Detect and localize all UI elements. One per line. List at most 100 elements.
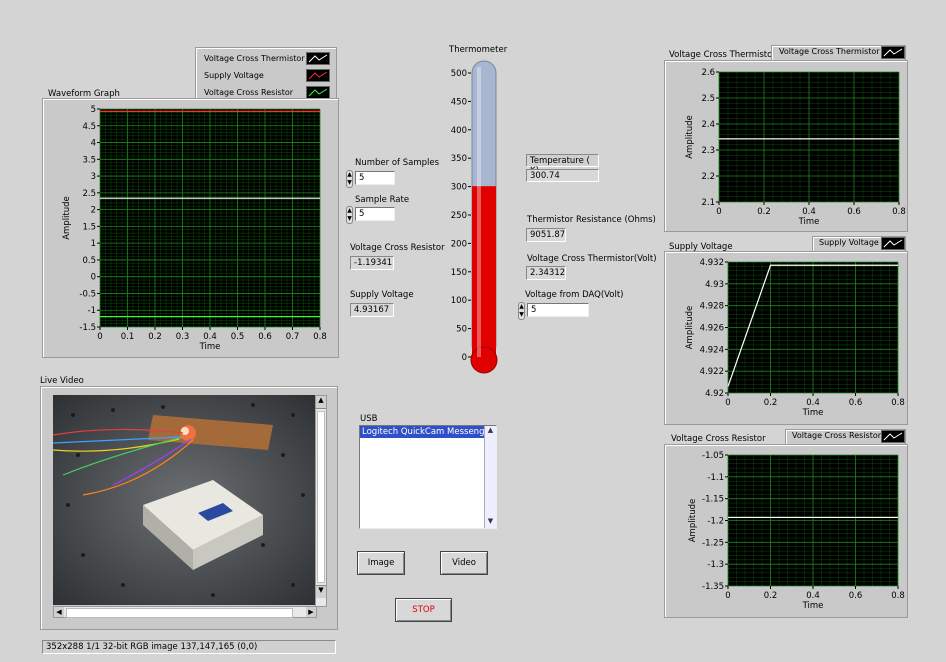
thermo-tick-label: 250 xyxy=(451,211,467,221)
x-tick-label: 0.8 xyxy=(891,398,905,408)
graph1-legend: Voltage Cross Thermistor xyxy=(771,45,906,61)
res-label: Thermistor Resistance (Ohms) xyxy=(527,215,656,225)
waveform-legend: Voltage Cross Thermistor Supply Voltage … xyxy=(195,47,337,104)
thermo-tick-label: 450 xyxy=(451,97,467,107)
usb-listbox[interactable]: Logitech QuickCam Messenger ▲ ▼ xyxy=(359,425,497,529)
res-indicator: 9051.87 xyxy=(526,228,566,242)
video-hscroll-thumb[interactable] xyxy=(66,608,293,618)
legend-swatch-thermistor[interactable] xyxy=(306,52,330,65)
x-tick-label: 0.6 xyxy=(849,398,863,408)
waveform-graph: 0 0.1 0.2 0.3 0.4 0.5 0.6 0.7 0.8 5 4.5 4 3.5 3 2.5 2 1.… xyxy=(42,98,339,358)
graph2-legend-swatch[interactable] xyxy=(881,237,905,250)
y-tick-label: -1.5 xyxy=(79,323,96,333)
thermo-bulb xyxy=(470,346,498,374)
y-axis-label: Amplitude xyxy=(62,196,72,240)
series-line xyxy=(727,264,898,387)
y-tick-label: 0.5 xyxy=(82,256,96,266)
rate-spinner[interactable]: ▲ ▼ xyxy=(346,206,353,224)
x-tick-label: 0.5 xyxy=(231,332,245,342)
graph3-legend-swatch[interactable] xyxy=(881,430,905,443)
usb-label: USB xyxy=(360,414,378,424)
y-tick-label: -1 xyxy=(88,306,96,316)
x-tick-label: 0.2 xyxy=(148,332,162,342)
image-button[interactable]: Image xyxy=(357,551,405,575)
x-tick-label: 0.3 xyxy=(176,332,190,342)
graph3-title: Voltage Cross Resistor xyxy=(671,434,766,444)
graph2-legend-label: Supply Voltage xyxy=(819,238,879,247)
y-tick-label: -0.5 xyxy=(79,289,96,299)
minor-grid xyxy=(100,109,320,327)
temp-indicator: 300.74 xyxy=(526,169,599,182)
vdaq-spinner[interactable]: ▲ ▼ xyxy=(518,302,525,320)
graph3: 0 0.2 0.4 0.6 0.8 -1.05 -1.1 -1.15 -1.2 -1.25 -1.3… xyxy=(664,444,908,618)
x-tick-label: 0 xyxy=(725,591,730,601)
supply-indicator: 4.93167 xyxy=(350,303,394,317)
video-image xyxy=(53,395,315,605)
thermo-tick-label: 100 xyxy=(451,296,467,306)
y-tick-label: 2.1 xyxy=(701,198,715,208)
y-tick-label: -1.3 xyxy=(707,560,724,570)
graph3-legend: Voltage Cross Resistor xyxy=(785,429,906,445)
y-tick-label: 4.924 xyxy=(700,345,724,355)
samples-spinner[interactable]: ▲ ▼ xyxy=(346,170,353,188)
y-tick-label: 2.3 xyxy=(701,146,715,156)
y-tick-label: 2.6 xyxy=(701,68,715,78)
thermo-tick-label: 200 xyxy=(451,239,467,249)
rate-label: Sample Rate xyxy=(355,195,410,205)
supply-label: Supply Voltage xyxy=(350,290,414,300)
thermo-tick-label: 300 xyxy=(451,183,467,193)
y-tick-label: 3.5 xyxy=(82,155,96,165)
x-tick-label: 0.6 xyxy=(847,207,861,217)
y-tick-label: 2.5 xyxy=(82,189,96,199)
y-tick-label: 4.93 xyxy=(705,280,724,290)
x-tick-label: 0.6 xyxy=(849,591,863,601)
video-hscrollbar[interactable]: ◀ ▶ xyxy=(53,606,317,618)
rate-input[interactable]: 5 xyxy=(355,207,395,221)
y-tick-label: 4 xyxy=(91,139,96,149)
legend-item-supply: Supply Voltage xyxy=(204,71,264,80)
y-tick-label: -1.1 xyxy=(707,473,724,483)
y-tick-label: -1.05 xyxy=(702,451,724,461)
vresistor-indicator: -1.19341 xyxy=(350,256,394,270)
video-vscrollbar[interactable]: ▲ ▼ xyxy=(315,395,327,607)
legend-swatch-supply[interactable] xyxy=(306,69,330,82)
usb-list-item[interactable]: Logitech QuickCam Messenger xyxy=(360,426,484,438)
thermometer-title: Thermometer xyxy=(449,45,508,55)
graph2-plot: 0 0.2 0.4 0.6 0.8 4.932 4.93 4.928 4.926 4.924 4.9… xyxy=(685,258,905,418)
video-status-bar: 352x288 1/1 32-bit RGB image 137,147,165… xyxy=(42,640,336,654)
thermo-tick-label: 0 xyxy=(462,353,467,363)
graph1-legend-swatch[interactable] xyxy=(881,46,905,59)
thermo-tick-label: 400 xyxy=(451,126,467,136)
x-tick-label: 0.1 xyxy=(121,332,135,342)
stop-button[interactable]: STOP xyxy=(395,598,452,622)
y-tick-label: -1.35 xyxy=(702,582,724,592)
vresistor-label: Voltage Cross Resistor xyxy=(350,243,445,253)
usb-scrollbar[interactable]: ▲ ▼ xyxy=(484,426,496,528)
x-tick-label: 0.2 xyxy=(757,207,771,217)
video-vscroll-thumb[interactable] xyxy=(317,411,325,583)
y-tick-label: 4.922 xyxy=(700,367,724,377)
x-axis-label: Time xyxy=(798,217,820,227)
graph3-legend-label: Voltage Cross Resistor xyxy=(792,431,882,440)
y-axis-label: Amplitude xyxy=(685,306,695,350)
y-tick-label: 4.926 xyxy=(700,324,724,334)
x-tick-label: 0.8 xyxy=(313,332,327,342)
y-tick-label: 4.932 xyxy=(700,258,724,268)
thermo-tick-label: 150 xyxy=(451,268,467,278)
y-tick-label: -1.25 xyxy=(702,538,724,548)
video-button[interactable]: Video xyxy=(440,551,488,575)
samples-label: Number of Samples xyxy=(355,158,440,168)
major-grid xyxy=(99,108,321,328)
video-frame: ▲ ▼ ◀ ▶ xyxy=(40,386,338,630)
vdaq-input[interactable]: 5 xyxy=(527,303,589,317)
video-title: Live Video xyxy=(40,376,84,386)
y-tick-label: 5 xyxy=(91,105,96,115)
graph1-legend-label: Voltage Cross Thermistor xyxy=(779,47,880,56)
x-tick-label: 0.4 xyxy=(802,207,816,217)
y-tick-label: 2 xyxy=(91,206,96,216)
samples-input[interactable]: 5 xyxy=(355,171,395,185)
vtherm-label: Voltage Cross Thermistor(Volt) xyxy=(527,254,657,264)
y-tick-label: 1 xyxy=(91,239,96,249)
legend-item-thermistor: Voltage Cross Thermistor xyxy=(204,54,305,63)
